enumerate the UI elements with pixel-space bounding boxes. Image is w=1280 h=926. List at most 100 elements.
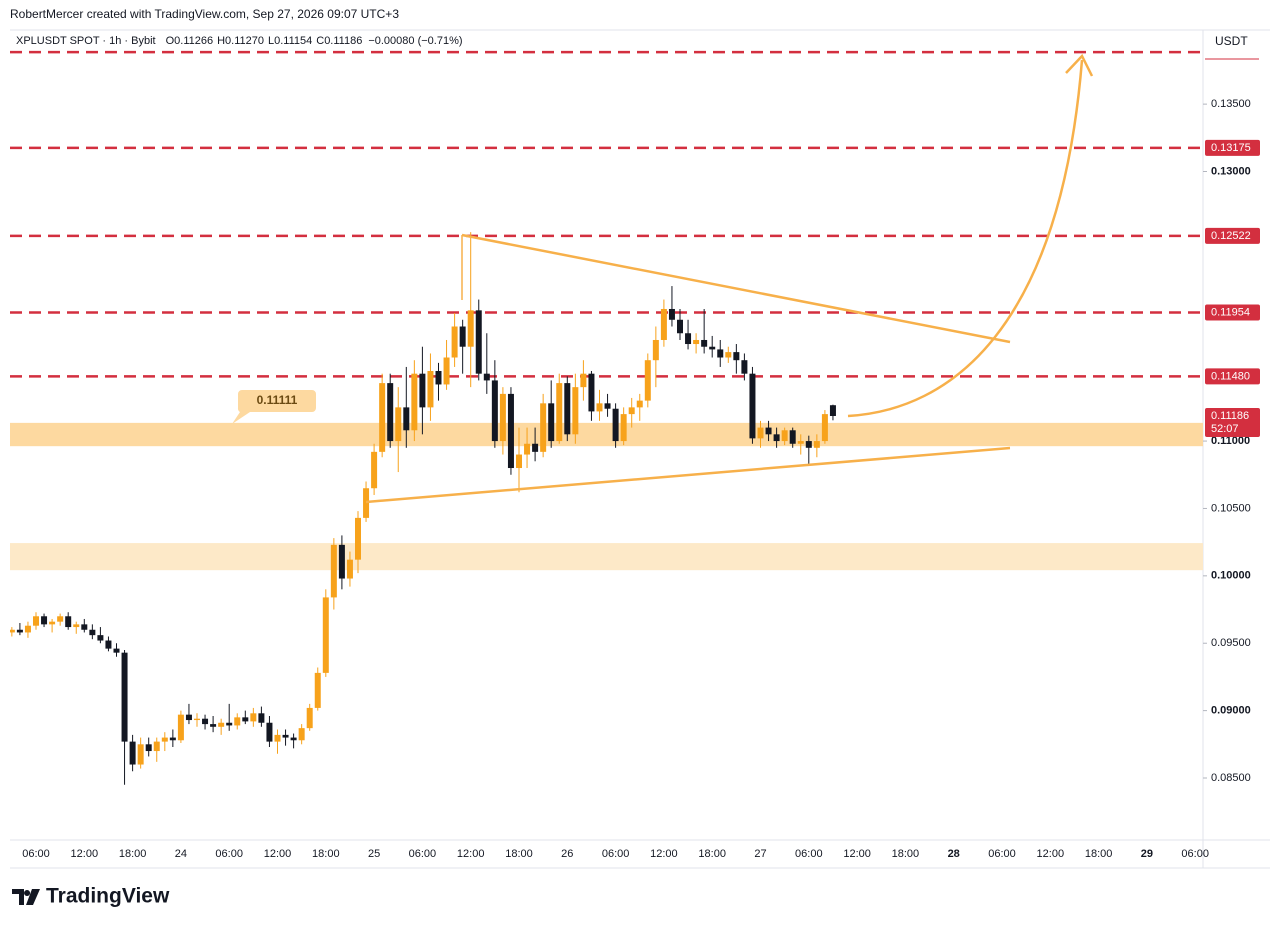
x-tick-label: 27 [754, 848, 766, 860]
candle-body [49, 621, 56, 625]
candle-body [202, 718, 209, 725]
candle-body [660, 308, 667, 340]
candle-body [516, 454, 522, 469]
candle-body [701, 339, 708, 347]
candle-body [668, 308, 675, 320]
candle-body [33, 616, 39, 626]
stat: −0.00080 (−0.71%) [368, 35, 462, 47]
level-label-bg [1205, 304, 1260, 321]
y-tick-label: 0.10500 [1211, 502, 1251, 514]
candle-body [685, 333, 692, 345]
logo: TradingView [12, 885, 170, 908]
candle-body [403, 407, 410, 431]
candle-body [821, 414, 828, 442]
candle-body [572, 387, 579, 435]
candle-body [411, 373, 418, 431]
candle-body [210, 724, 217, 727]
candle-body [363, 488, 370, 518]
axes: 0.13500 0.13000 0.11000 0.10500 0.10000 0.095… [22, 98, 1260, 860]
candle-body [451, 326, 458, 358]
candle-body [580, 373, 587, 388]
candle-body [467, 310, 474, 347]
y-tick-label: 0.09500 [1211, 637, 1251, 649]
candle-body [89, 629, 96, 636]
credit: RobertMercer created with TradingView.co… [10, 7, 399, 21]
candle-body [532, 443, 539, 452]
triangle-lower [365, 446, 1011, 504]
candle-body [194, 718, 200, 721]
candle-body [338, 544, 345, 579]
candle-body [789, 430, 796, 444]
candle-body [218, 722, 225, 727]
candle-body [137, 744, 144, 765]
x-tick-label: 18:00 [1085, 848, 1113, 860]
candle-body [435, 370, 442, 385]
candle-body [10, 629, 15, 633]
candle-body [274, 734, 281, 742]
candle-body [693, 339, 700, 345]
x-tick-label: 06:00 [409, 848, 437, 860]
candle-body [97, 635, 104, 641]
candle-body [322, 597, 329, 673]
candle-body [234, 717, 241, 726]
logo-mark [12, 889, 40, 905]
last-price: 0.11186 [1211, 410, 1249, 422]
candle-body [185, 714, 192, 721]
x-tick-label: 12:00 [650, 848, 678, 860]
candle-body [604, 403, 611, 409]
y-tick-label: 0.13500 [1211, 98, 1251, 110]
x-tick-label: 28 [948, 848, 960, 860]
x-tick-label: 06:00 [988, 848, 1016, 860]
x-tick-label: 06:00 [22, 848, 50, 860]
level-label: 0.11480 [1211, 370, 1250, 382]
candle-body [427, 370, 434, 408]
candle-body [677, 319, 683, 334]
annotation-text: 0.11111 [257, 393, 298, 407]
candle-body [733, 352, 740, 361]
candle-body [16, 629, 23, 633]
candle-body [588, 373, 595, 412]
annotation-box [232, 390, 316, 424]
candle-body [371, 451, 378, 489]
candle-body [483, 373, 490, 381]
candle-body [419, 373, 426, 408]
candle-body [475, 310, 482, 374]
candle-body [443, 357, 450, 385]
candle-body [81, 624, 88, 630]
candle-body [829, 405, 836, 416]
candle-body [282, 734, 289, 738]
candle-body [741, 360, 748, 374]
y-tick-label: 0.10000 [1211, 570, 1251, 582]
levels [10, 50, 1203, 378]
stat: L0.11154 [268, 35, 312, 47]
candle-body [258, 713, 265, 723]
symbol-header: XPLUSDT SPOT · 1h · Bybit O0.11266 H0.1127… [16, 35, 463, 47]
x-tick-label: 18:00 [892, 848, 920, 860]
x-tick-label: 25 [368, 848, 380, 860]
candle-body [266, 722, 273, 742]
candle-body [161, 737, 168, 742]
x-tick-label: 12:00 [71, 848, 99, 860]
zones [10, 422, 1203, 571]
candle-body [250, 713, 257, 722]
triangle-upper [461, 233, 1011, 344]
drawings [365, 53, 1094, 504]
candle-body [379, 383, 386, 452]
candle-body [596, 403, 603, 412]
level-label-bg [1205, 227, 1260, 244]
candle-body [355, 517, 361, 560]
zone [10, 422, 1203, 447]
candle-body [564, 383, 571, 435]
countdown: 52:07 [1211, 423, 1239, 435]
candle-body [491, 380, 498, 442]
candle-body [65, 616, 72, 628]
candle-body [612, 408, 619, 442]
candle-body [242, 717, 249, 722]
candle-body [524, 443, 531, 455]
stat: C0.11186 [316, 35, 362, 47]
candle-body [129, 741, 136, 765]
zone [10, 543, 1203, 571]
level-label-bg [1205, 368, 1260, 385]
